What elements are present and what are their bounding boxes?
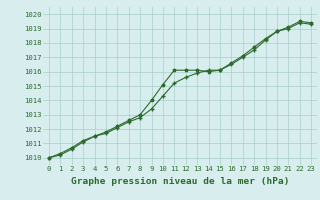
X-axis label: Graphe pression niveau de la mer (hPa): Graphe pression niveau de la mer (hPa)	[71, 177, 289, 186]
